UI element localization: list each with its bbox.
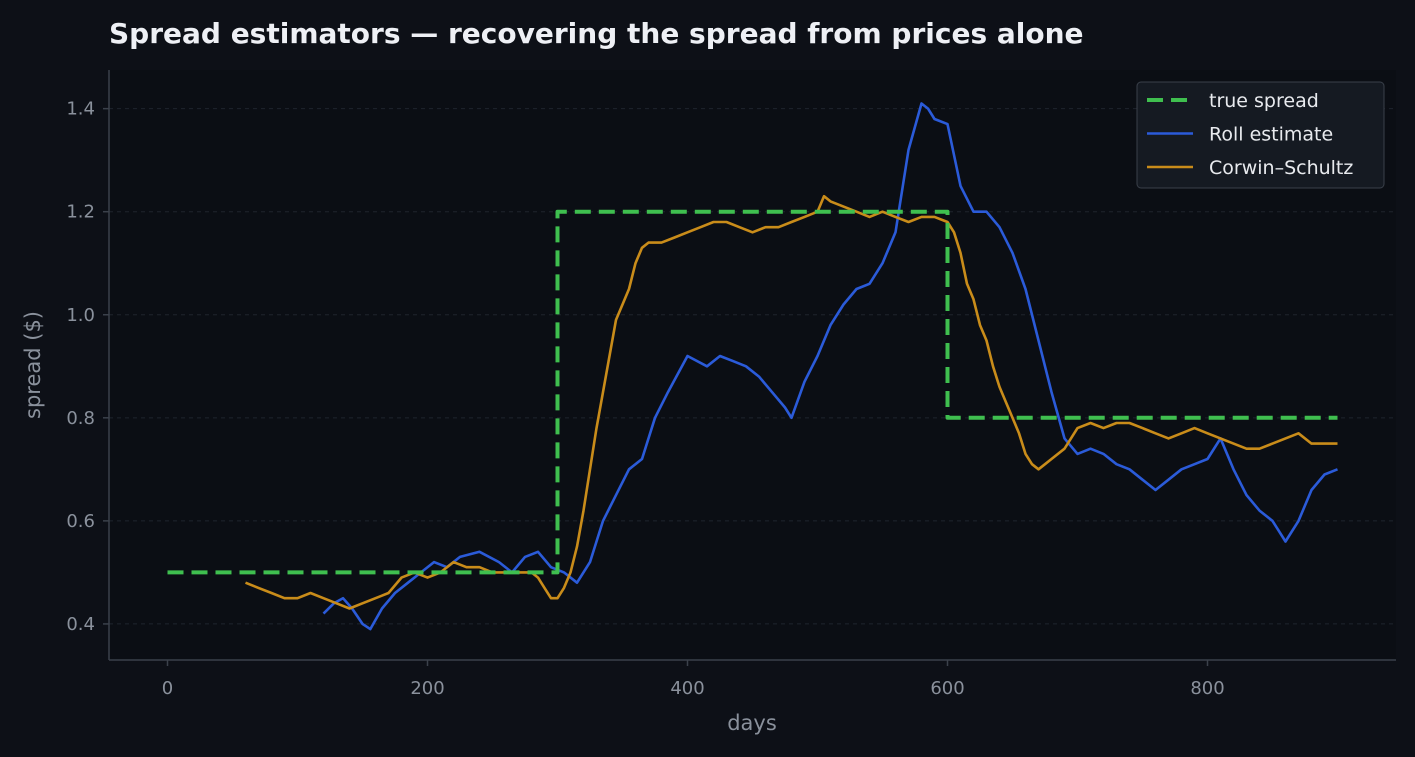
x-tick-label: 600 (930, 678, 964, 699)
legend-box (1136, 81, 1385, 189)
y-tick-label: 1.0 (66, 305, 95, 326)
y-tick-label: 0.4 (66, 614, 95, 635)
series-line-corwin-schultz (245, 194, 1338, 610)
x-ticks: 0 200 400 600 800 (162, 660, 1225, 699)
y-tick-label: 0.6 (66, 511, 95, 532)
y-axis-label: spread ($) (21, 311, 45, 419)
legend-label: Roll estimate (1209, 124, 1333, 146)
x-tick-label: 400 (670, 678, 704, 699)
x-tick-label: 200 (410, 678, 444, 699)
x-axis-label: days (727, 711, 777, 735)
legend-label: Corwin–Schultz (1209, 157, 1353, 179)
x-tick-label: 0 (162, 678, 173, 699)
chart-title: Spread estimators — recovering the sprea… (109, 17, 1084, 50)
legend-label: true spread (1209, 90, 1319, 112)
series-line-true-spread (167, 209, 1338, 575)
y-tick-label: 1.2 (66, 202, 95, 223)
y-ticks: 0.4 0.6 0.8 1.0 1.2 1.4 (66, 99, 109, 635)
series-line-roll-estimate (322, 102, 1338, 631)
x-tick-label: 800 (1190, 678, 1224, 699)
y-tick-label: 0.8 (66, 408, 95, 429)
y-tick-label: 1.4 (66, 99, 95, 120)
legend: true spread Roll estimate Corwin–Schultz (1136, 81, 1385, 189)
series-layer (167, 102, 1338, 631)
